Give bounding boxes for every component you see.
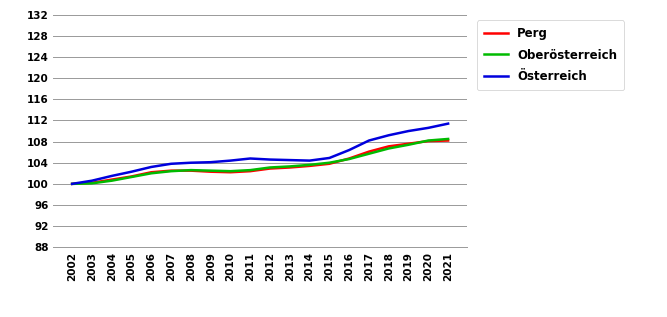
Perg xyxy=(127,175,135,178)
Österreich xyxy=(108,174,116,178)
Oberösterreich xyxy=(227,169,235,173)
Österreich xyxy=(147,165,155,169)
Oberösterreich xyxy=(246,168,254,172)
Perg xyxy=(246,169,254,173)
Österreich xyxy=(227,159,235,163)
Line: Oberösterreich: Oberösterreich xyxy=(72,139,448,184)
Perg xyxy=(345,157,353,160)
Perg xyxy=(187,169,195,172)
Österreich xyxy=(187,161,195,165)
Österreich xyxy=(266,158,274,161)
Oberösterreich xyxy=(127,175,135,179)
Oberösterreich xyxy=(266,165,274,169)
Österreich xyxy=(444,122,452,126)
Perg xyxy=(68,182,76,186)
Österreich xyxy=(285,158,293,162)
Perg xyxy=(404,142,412,146)
Line: Perg: Perg xyxy=(72,140,448,184)
Oberösterreich xyxy=(385,146,393,150)
Perg xyxy=(305,164,313,168)
Oberösterreich xyxy=(187,168,195,172)
Oberösterreich xyxy=(424,139,432,142)
Perg xyxy=(424,139,432,143)
Perg xyxy=(227,170,235,174)
Oberösterreich xyxy=(285,165,293,168)
Österreich xyxy=(167,162,175,166)
Oberösterreich xyxy=(108,179,116,183)
Oberösterreich xyxy=(167,169,175,173)
Perg xyxy=(167,169,175,172)
Oberösterreich xyxy=(305,163,313,167)
Österreich xyxy=(345,148,353,152)
Österreich xyxy=(325,156,334,160)
Österreich xyxy=(246,157,254,160)
Oberösterreich xyxy=(68,182,76,186)
Perg xyxy=(325,162,334,166)
Oberösterreich xyxy=(207,169,215,172)
Perg xyxy=(88,181,96,185)
Oberösterreich xyxy=(345,157,353,161)
Oberösterreich xyxy=(444,137,452,141)
Österreich xyxy=(404,129,412,133)
Österreich xyxy=(127,170,135,174)
Österreich xyxy=(68,182,76,186)
Österreich xyxy=(385,133,393,137)
Oberösterreich xyxy=(365,152,373,156)
Österreich xyxy=(207,160,215,164)
Perg xyxy=(385,145,393,148)
Oberösterreich xyxy=(325,161,334,165)
Oberösterreich xyxy=(88,181,96,185)
Österreich xyxy=(305,159,313,163)
Perg xyxy=(207,170,215,174)
Legend: Perg, Oberösterreich, Österreich: Perg, Oberösterreich, Österreich xyxy=(477,20,624,90)
Oberösterreich xyxy=(404,143,412,147)
Perg xyxy=(365,150,373,153)
Österreich xyxy=(424,126,432,130)
Perg xyxy=(266,167,274,171)
Oberösterreich xyxy=(147,171,155,175)
Österreich xyxy=(365,139,373,142)
Perg xyxy=(444,139,452,142)
Line: Österreich: Österreich xyxy=(72,124,448,184)
Perg xyxy=(108,178,116,182)
Österreich xyxy=(88,179,96,183)
Perg xyxy=(147,170,155,174)
Perg xyxy=(285,165,293,169)
